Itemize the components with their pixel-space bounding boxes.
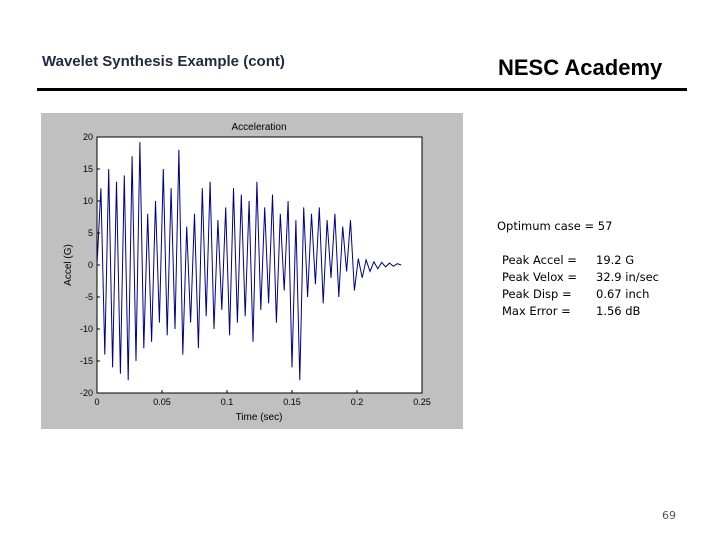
x-tick-label: 0.2: [351, 397, 364, 407]
result-label: Max Error =: [502, 304, 571, 318]
y-tick-label: 0: [88, 260, 93, 270]
y-tick-label: 10: [83, 196, 93, 206]
y-tick-label: -15: [80, 356, 93, 366]
brand-title: NESC Academy: [498, 55, 663, 80]
y-tick-label: -20: [80, 388, 93, 398]
x-tick-label: 0: [94, 397, 99, 407]
y-tick-label: 20: [83, 132, 93, 142]
y-tick-label: -5: [85, 292, 93, 302]
result-value: 0.67 inch: [596, 287, 650, 301]
y-tick-label: 5: [88, 228, 93, 238]
result-label: Peak Velox =: [502, 270, 577, 284]
x-tick-label: 0.1: [221, 397, 234, 407]
y-ticks: 20 15 10 5 0 -5 -10 -15 -20: [80, 132, 100, 398]
result-value: 1.56 dB: [596, 304, 641, 318]
y-axis-label: Accel (G): [63, 244, 74, 286]
x-ticks: 0 0.05 0.1 0.15 0.2 0.25: [94, 390, 431, 407]
result-value: 32.9 in/sec: [596, 270, 660, 284]
chart-title: Acceleration: [231, 122, 286, 133]
result-value: 19.2 G: [596, 253, 635, 267]
x-axis-label: Time (sec): [236, 412, 283, 423]
result-label: Peak Accel =: [502, 253, 577, 267]
page-number: 69: [662, 509, 676, 522]
slide-title: Wavelet Synthesis Example (cont): [42, 53, 285, 70]
result-label: Peak Disp =: [502, 287, 572, 301]
x-tick-label: 0.15: [283, 397, 301, 407]
acceleration-chart: Acceleration Time (sec) Accel (G) 20 15 10…: [41, 113, 463, 429]
y-tick-label: -10: [80, 324, 93, 334]
header-divider: [37, 88, 687, 91]
acceleration-series-line: [96, 142, 402, 381]
x-tick-label: 0.05: [153, 397, 171, 407]
x-tick-label: 0.25: [413, 397, 431, 407]
acceleration-chart-svg: Acceleration Time (sec) Accel (G) 20 15 10…: [63, 122, 431, 423]
optimum-case: Optimum case = 57: [497, 219, 613, 233]
y-tick-label: 15: [83, 164, 93, 174]
